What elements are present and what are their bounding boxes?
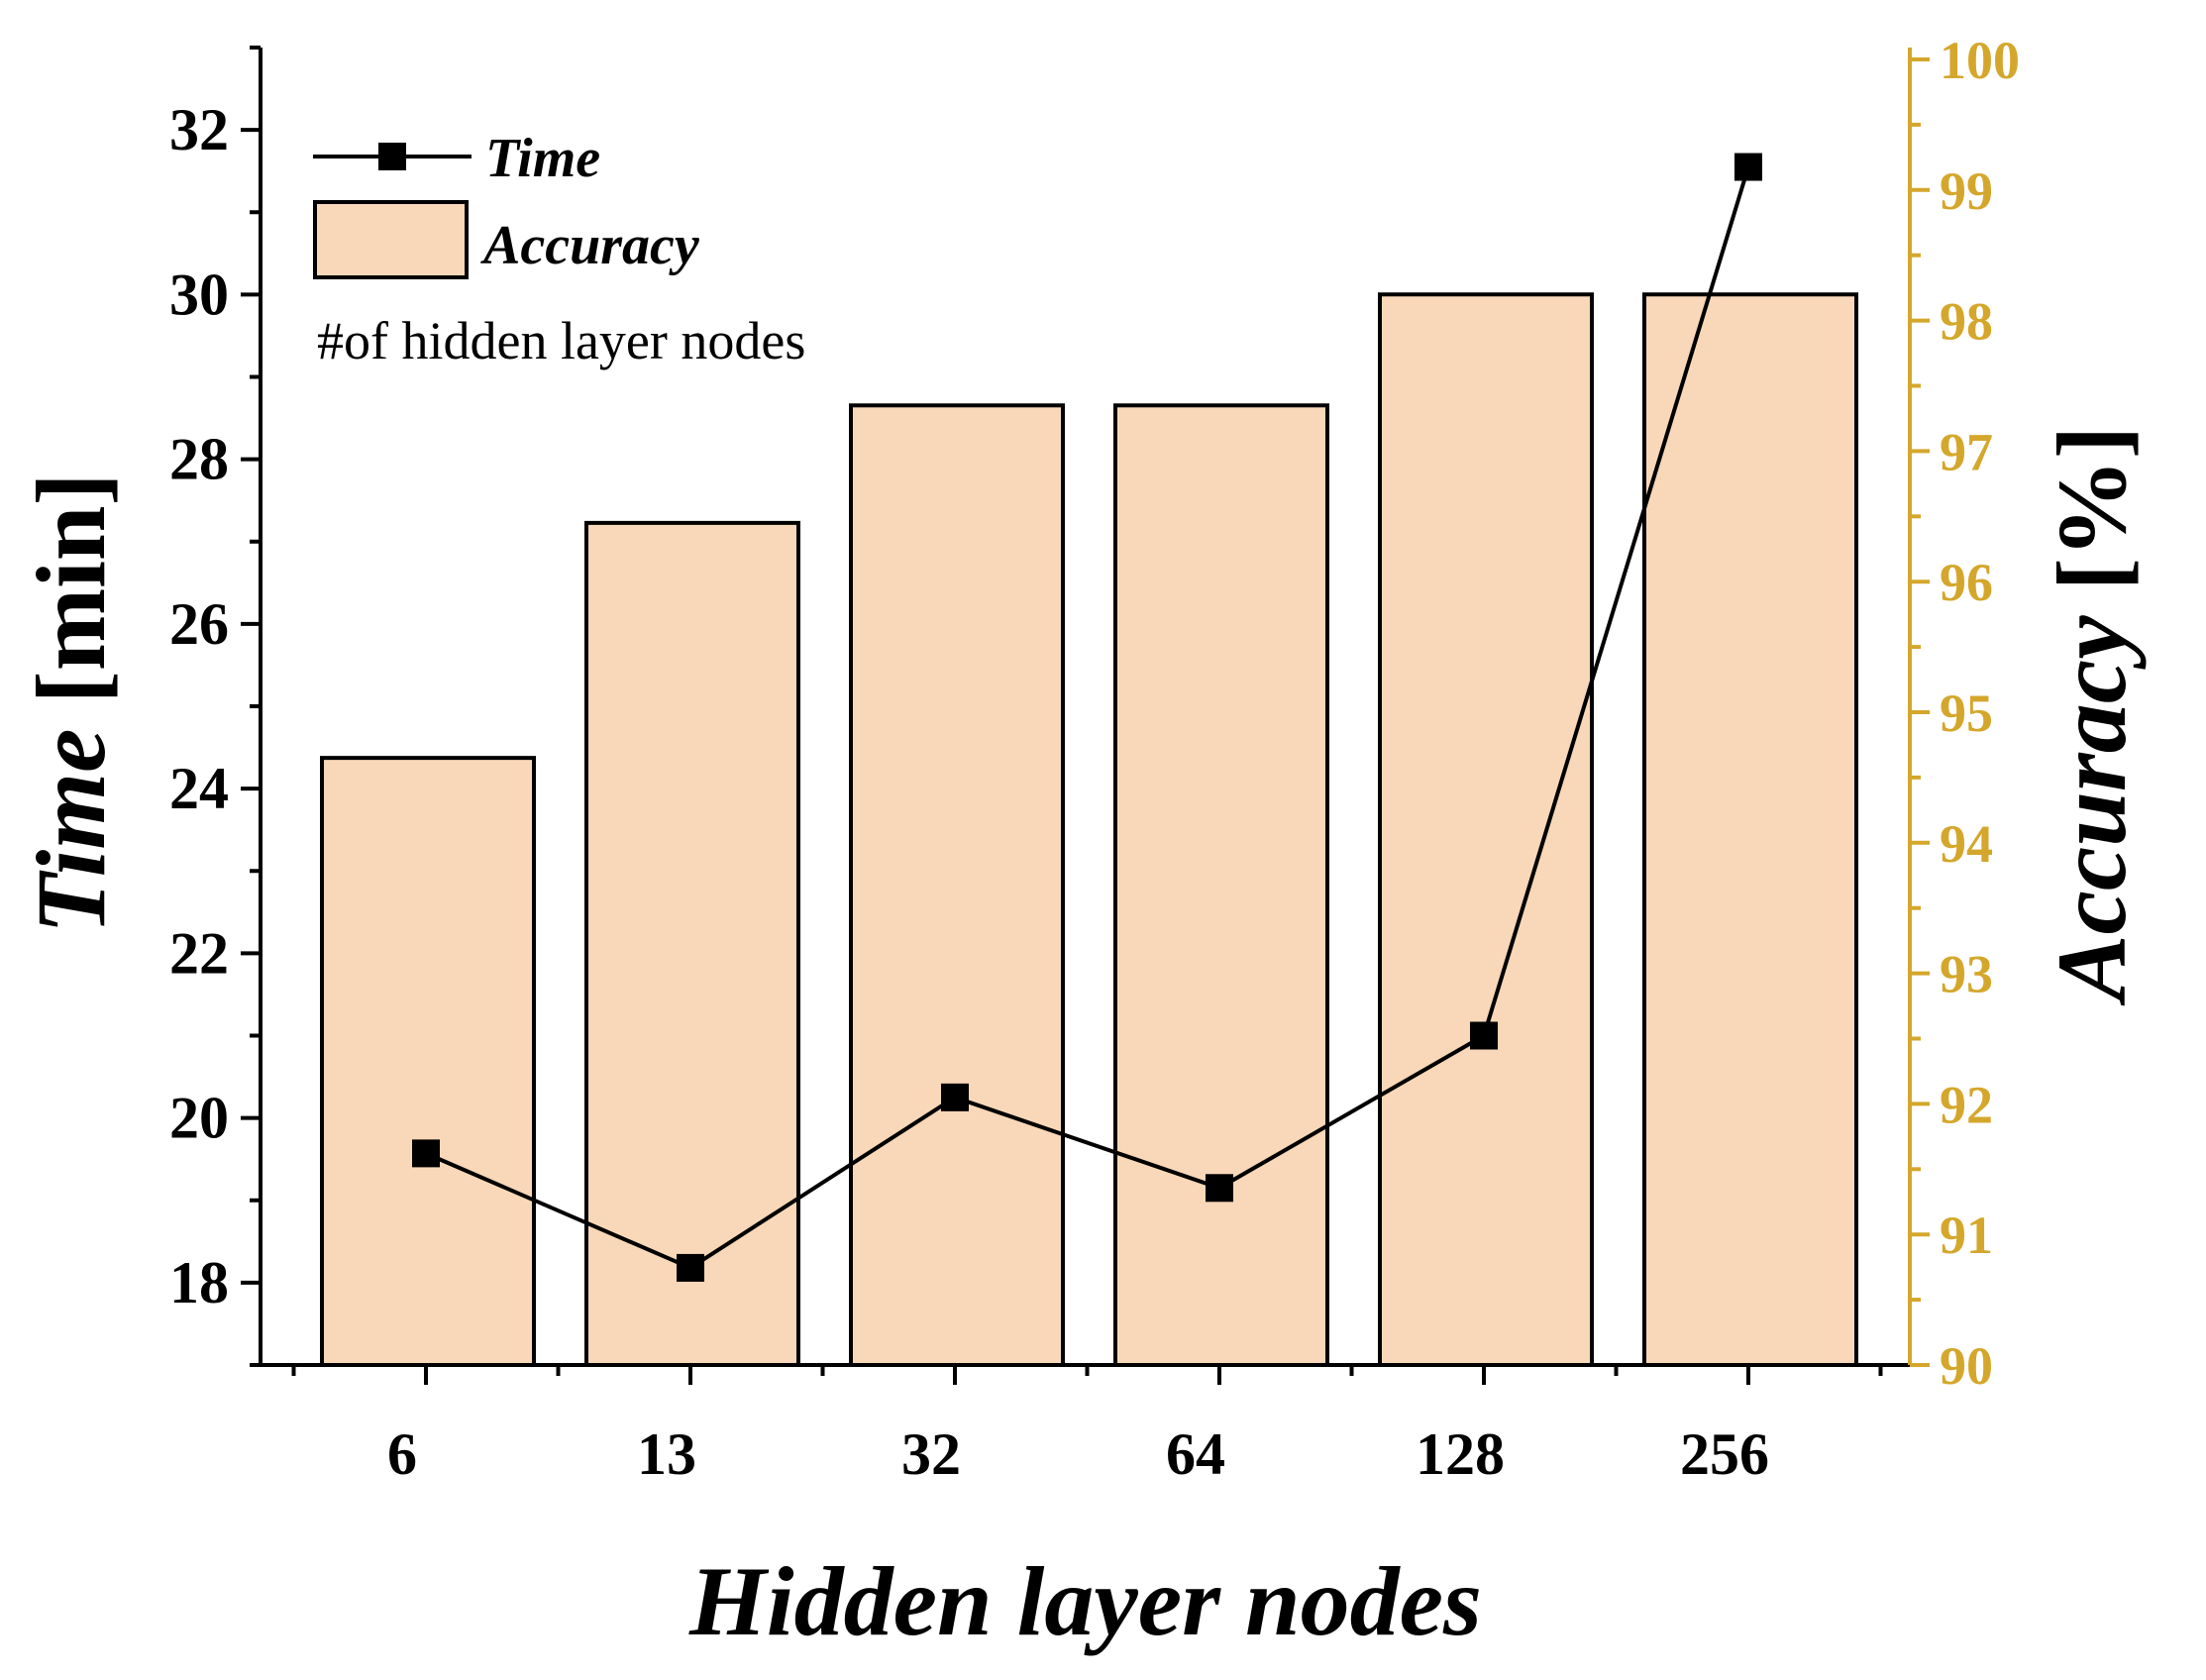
x-axis: 6 13 32 64 128 256 [291, 1365, 1883, 1487]
right-tick-label: 90 [1940, 1336, 1993, 1396]
accuracy-bar [320, 756, 536, 1367]
time-line [425, 165, 1750, 1271]
accuracy-bar [1378, 292, 1594, 1367]
time-point [677, 1253, 704, 1282]
left-tick-label: 32 [169, 97, 229, 162]
left-tick-label: 26 [169, 591, 229, 657]
time-point [941, 1083, 969, 1111]
right-axis: 90 91 92 93 94 95 96 97 98 99 100 [1910, 31, 2020, 1396]
accuracy-bar [849, 403, 1065, 1367]
x-tick-label: 64 [1166, 1421, 1225, 1487]
right-tick-label: 92 [1940, 1075, 1993, 1134]
y-axis-right-title-italic: Accuracy [2037, 615, 2147, 1006]
legend-time-marker [378, 143, 406, 170]
time-point [1206, 1174, 1233, 1203]
x-tick-label: 32 [901, 1421, 961, 1487]
x-tick-label: 256 [1680, 1421, 1769, 1487]
right-tick-label: 100 [1940, 31, 2020, 90]
right-tick-label: 98 [1940, 292, 1993, 352]
right-tick-label: 94 [1940, 814, 1993, 874]
left-tick-label: 18 [169, 1250, 229, 1315]
accuracy-bar [584, 520, 800, 1367]
left-tick-label: 22 [169, 920, 229, 986]
x-axis-title: Hidden layer nodes [688, 1546, 1482, 1656]
legend: Time Accuracy #of hidden layer nodes [313, 128, 805, 370]
time-point [412, 1139, 440, 1168]
y-axis-right-title: Accuracy [%] [2037, 426, 2147, 1006]
right-tick-label: 91 [1940, 1206, 1993, 1265]
y-axis-left-title-unit: [min] [16, 472, 126, 728]
right-tick-label: 95 [1940, 683, 1993, 743]
time-point [1734, 153, 1762, 181]
x-tick-label: 13 [637, 1421, 696, 1487]
right-tick-label: 97 [1940, 422, 1993, 481]
right-tick-label: 99 [1940, 161, 1993, 221]
y-axis-left-title: Time [min] [16, 472, 126, 934]
right-tick-label: 96 [1940, 553, 1993, 612]
accuracy-bar [1642, 292, 1858, 1367]
y-axis-right-title-unit: [%] [2037, 426, 2147, 616]
legend-accuracy-swatch [313, 200, 469, 279]
left-tick-label: 20 [169, 1086, 229, 1151]
x-tick-label: 128 [1416, 1421, 1505, 1487]
x-tick-label: 6 [387, 1421, 417, 1487]
y-axis-left-title-italic: Time [16, 728, 126, 933]
legend-note: #of hidden layer nodes [317, 311, 805, 370]
time-point [1470, 1021, 1498, 1050]
right-tick-label: 93 [1940, 945, 1993, 1004]
left-tick-label: 24 [169, 756, 229, 821]
time-line-layer [412, 153, 1762, 1282]
left-tick-label: 28 [169, 427, 229, 492]
accuracy-bar [1113, 403, 1329, 1367]
left-tick-label: 30 [169, 262, 229, 327]
legend-time-label: Time [485, 128, 600, 189]
bars-layer [320, 292, 1858, 1367]
left-axis: 18 20 22 24 26 28 30 32 [169, 46, 261, 1367]
legend-accuracy-label: Accuracy [480, 215, 700, 276]
